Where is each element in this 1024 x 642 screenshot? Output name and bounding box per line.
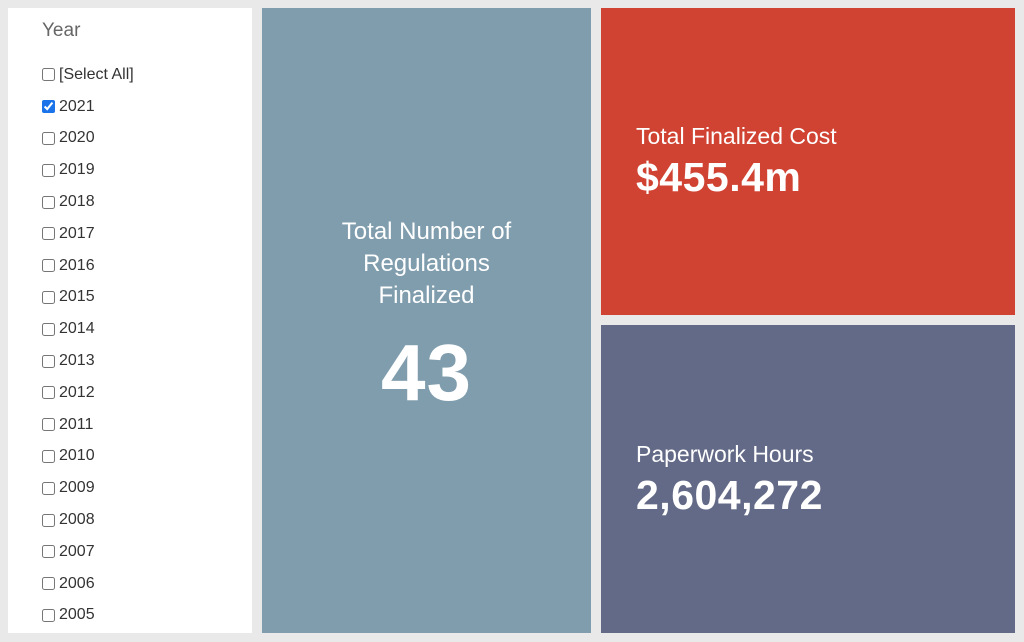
year-checkbox-2021[interactable] [42,100,55,114]
year-option-label: 2015 [59,288,95,306]
year-checkbox-2012[interactable] [42,386,55,400]
year-option-label: 2017 [59,224,95,242]
year-option-label: 2016 [59,256,95,274]
year-option-label: 2008 [59,511,95,529]
year-filter-title: Year [42,20,81,41]
year-option-2005[interactable]: 2005 [42,600,252,632]
year-option-label: 2020 [59,129,95,147]
year-checkbox-2010[interactable] [42,449,55,463]
year-checkbox-2017[interactable] [42,227,55,241]
year-checkbox-2011[interactable] [42,418,55,432]
year-option-label: 2012 [59,383,95,401]
year-option-2018[interactable]: 2018 [42,186,252,218]
total-cost-card: Total Finalized Cost $455.4m [601,8,1015,315]
year-option-2021[interactable]: 2021 [42,91,252,123]
year-option-2016[interactable]: 2016 [42,250,252,282]
year-option-label: 2009 [59,479,95,497]
year-option-2013[interactable]: 2013 [42,345,252,377]
year-checkbox-2014[interactable] [42,322,55,336]
year-option-2019[interactable]: 2019 [42,154,252,186]
year-option-label: 2010 [59,447,95,465]
year-option-label: 2013 [59,352,95,370]
year-option-label: 2019 [59,161,95,179]
year-checkbox-2005[interactable] [42,608,55,622]
year-checkbox-2019[interactable] [42,163,55,177]
year-option-2009[interactable]: 2009 [42,472,252,504]
year-checkbox-2007[interactable] [42,545,55,559]
total-regulations-label: Total Number of Regulations Finalized [341,218,512,309]
year-option-label: [Select All] [59,65,134,83]
total-regulations-value: 43 [381,328,472,417]
year-checkbox-2009[interactable] [42,481,55,495]
year-option-2011[interactable]: 2011 [42,409,252,441]
year-option-2015[interactable]: 2015 [42,282,252,314]
year-option-label: 2021 [59,97,95,115]
year-checkbox-2008[interactable] [42,513,55,527]
total-cost-value: $455.4m [636,154,802,200]
year-checkbox-2018[interactable] [42,195,55,209]
paperwork-hours-card: Paperwork Hours 2,604,272 [601,325,1015,633]
year-option-2008[interactable]: 2008 [42,504,252,536]
year-option-label: 2007 [59,542,95,560]
year-option-2007[interactable]: 2007 [42,536,252,568]
year-checkbox-2013[interactable] [42,354,55,368]
year-option-2017[interactable]: 2017 [42,218,252,250]
year-checkbox-2015[interactable] [42,290,55,304]
year-checkbox-2006[interactable] [42,577,55,591]
total-regulations-card: Total Number of Regulations Finalized 43 [262,8,591,633]
year-filter-list: [Select All] 2021 2020 2019 2018 2017 2016 2015… [42,59,252,631]
paperwork-hours-label: Paperwork Hours [636,441,814,467]
year-option-2020[interactable]: 2020 [42,123,252,155]
year-option-label: 2011 [59,415,94,433]
year-checkbox-2016[interactable] [42,259,55,273]
year-checkbox-select-all[interactable] [42,68,55,82]
paperwork-hours-value: 2,604,272 [636,472,823,518]
year-option-label: 2018 [59,193,95,211]
year-option-label: 2006 [59,574,95,592]
year-option-2006[interactable]: 2006 [42,568,252,600]
year-option-2010[interactable]: 2010 [42,441,252,473]
year-option-2012[interactable]: 2012 [42,377,252,409]
year-option-label: 2014 [59,320,95,338]
year-filter-panel: Year [Select All] 2021 2020 2019 2018 2017 201… [8,8,252,633]
year-option-select-all[interactable]: [Select All] [42,59,252,91]
year-option-label: 2005 [59,606,95,624]
year-checkbox-2020[interactable] [42,131,55,145]
year-option-2014[interactable]: 2014 [42,313,252,345]
total-cost-label: Total Finalized Cost [636,123,837,149]
